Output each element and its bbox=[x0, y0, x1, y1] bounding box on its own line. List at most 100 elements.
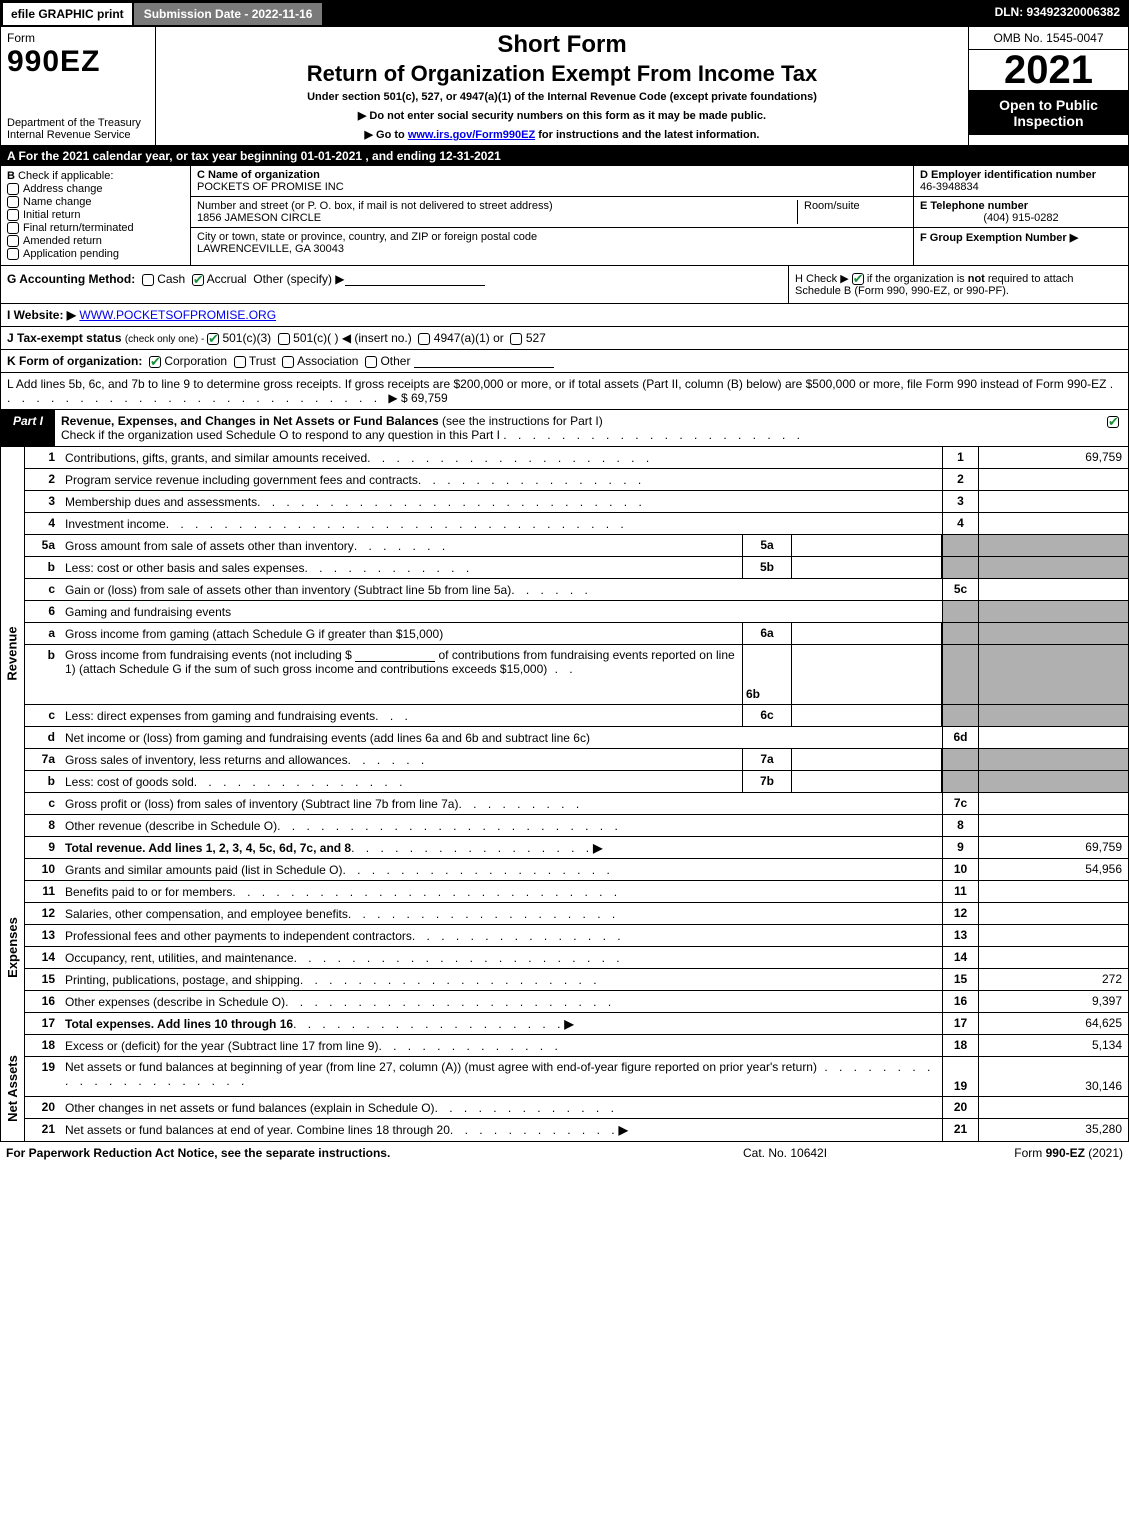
k-trust: Trust bbox=[249, 354, 276, 368]
header-mid: Short Form Return of Organization Exempt… bbox=[156, 27, 968, 145]
k-other-line bbox=[414, 354, 554, 368]
line-19-num: 19 bbox=[25, 1057, 61, 1096]
line-1-rn: 1 bbox=[942, 447, 978, 468]
other-specify-line bbox=[345, 272, 485, 286]
irs-link[interactable]: www.irs.gov/Form990EZ bbox=[408, 129, 535, 141]
checkbox-schedule-o-part1[interactable] bbox=[1107, 416, 1119, 428]
line-20-desc: Other changes in net assets or fund bala… bbox=[65, 1101, 435, 1115]
line-16-rn: 16 bbox=[942, 991, 978, 1012]
g-label: G Accounting Method: bbox=[7, 272, 135, 286]
line-6d-num: d bbox=[25, 727, 61, 748]
k-assoc: Association bbox=[297, 354, 358, 368]
line-10-val: 54,956 bbox=[978, 859, 1128, 880]
opt-initial-return: Initial return bbox=[23, 209, 80, 221]
efile-graphic-print[interactable]: efile GRAPHIC print bbox=[1, 1, 134, 27]
org-name: POCKETS OF PROMISE INC bbox=[197, 181, 344, 193]
form-header: Form 990EZ Department of the Treasury In… bbox=[1, 27, 1128, 146]
line-3-desc: Membership dues and assessments bbox=[65, 495, 257, 509]
line-15-num: 15 bbox=[25, 969, 61, 990]
form-990ez-page: efile GRAPHIC print Submission Date - 20… bbox=[0, 0, 1129, 1142]
line-15-val: 272 bbox=[978, 969, 1128, 990]
page-footer: For Paperwork Reduction Act Notice, see … bbox=[0, 1142, 1129, 1164]
line-5a-sub: 5a bbox=[742, 535, 792, 556]
section-c: C Name of organization POCKETS OF PROMIS… bbox=[191, 166, 913, 265]
section-i: I Website: ▶ WWW.POCKETSOFPROMISE.ORG bbox=[1, 304, 1128, 327]
h-pre: H Check ▶ bbox=[795, 273, 852, 285]
j-opt1: 501(c)(3) bbox=[222, 331, 271, 345]
line-4-rn: 4 bbox=[942, 513, 978, 534]
line-2-num: 2 bbox=[25, 469, 61, 490]
checkbox-corporation[interactable] bbox=[149, 356, 161, 368]
line-4-num: 4 bbox=[25, 513, 61, 534]
line-17-rn: 17 bbox=[942, 1013, 978, 1034]
line-3-rn: 3 bbox=[942, 491, 978, 512]
topbar: efile GRAPHIC print Submission Date - 20… bbox=[1, 1, 1128, 27]
checkbox-address-change[interactable] bbox=[7, 183, 19, 195]
expenses-side-label: Expenses bbox=[1, 859, 25, 1035]
dln: DLN: 93492320006382 bbox=[987, 1, 1128, 27]
line-19-desc: Net assets or fund balances at beginning… bbox=[65, 1060, 817, 1074]
checkbox-501c[interactable] bbox=[278, 333, 290, 345]
line-4-val bbox=[978, 513, 1128, 534]
checkbox-amended-return[interactable] bbox=[7, 235, 19, 247]
line-7a-desc: Gross sales of inventory, less returns a… bbox=[65, 753, 348, 767]
opt-name-change: Name change bbox=[23, 196, 92, 208]
checkbox-application-pending[interactable] bbox=[7, 248, 19, 260]
line-12-val bbox=[978, 903, 1128, 924]
line-6c-sub: 6c bbox=[742, 705, 792, 726]
line-6c-desc: Less: direct expenses from gaming and fu… bbox=[65, 709, 375, 723]
checkbox-4947a1[interactable] bbox=[418, 333, 430, 345]
line-6d-val bbox=[978, 727, 1128, 748]
section-k: K Form of organization: Corporation Trus… bbox=[1, 350, 1128, 373]
goto-pre: ▶ Go to bbox=[365, 129, 408, 141]
checkbox-final-return[interactable] bbox=[7, 222, 19, 234]
form-number: 990EZ bbox=[7, 45, 149, 79]
line-19-val: 30,146 bbox=[978, 1057, 1128, 1096]
arrow-icon: ▶ bbox=[593, 841, 602, 855]
checkbox-cash[interactable] bbox=[142, 274, 154, 286]
checkbox-other-org[interactable] bbox=[365, 356, 377, 368]
checkbox-527[interactable] bbox=[510, 333, 522, 345]
line-6d-desc: Net income or (loss) from gaming and fun… bbox=[65, 731, 590, 745]
section-j: J Tax-exempt status (check only one) - 5… bbox=[1, 327, 1128, 350]
checkbox-name-change[interactable] bbox=[7, 196, 19, 208]
h-not: not bbox=[968, 273, 985, 285]
ein: 46-3948834 bbox=[920, 181, 979, 193]
line-18-rn: 18 bbox=[942, 1035, 978, 1056]
i-label: I Website: ▶ bbox=[7, 308, 76, 322]
line-5a-desc: Gross amount from sale of assets other t… bbox=[65, 539, 354, 553]
line-11-val bbox=[978, 881, 1128, 902]
j-label: J Tax-exempt status bbox=[7, 331, 122, 345]
checkbox-schedule-b-not-required[interactable] bbox=[852, 273, 864, 285]
line-1-desc: Contributions, gifts, grants, and simila… bbox=[65, 451, 367, 465]
line-3-val bbox=[978, 491, 1128, 512]
line-10-rn: 10 bbox=[942, 859, 978, 880]
section-l: L Add lines 5b, 6c, and 7b to line 9 to … bbox=[1, 373, 1128, 410]
department: Department of the Treasury Internal Reve… bbox=[7, 117, 149, 141]
line-16-desc: Other expenses (describe in Schedule O) bbox=[65, 995, 285, 1009]
checkbox-trust[interactable] bbox=[234, 356, 246, 368]
netassets-side-label: Net Assets bbox=[1, 1035, 25, 1141]
line-16-num: 16 bbox=[25, 991, 61, 1012]
city-state-zip: LAWRENCEVILLE, GA 30043 bbox=[197, 243, 344, 255]
line-2-val bbox=[978, 469, 1128, 490]
part1-check bbox=[1098, 410, 1128, 446]
line-17-num: 17 bbox=[25, 1013, 61, 1034]
line-2-rn: 2 bbox=[942, 469, 978, 490]
checkbox-accrual[interactable] bbox=[192, 274, 204, 286]
website-link[interactable]: WWW.POCKETSOFPROMISE.ORG bbox=[79, 308, 276, 322]
line-7b-num: b bbox=[25, 771, 61, 792]
checkbox-initial-return[interactable] bbox=[7, 209, 19, 221]
header-left: Form 990EZ Department of the Treasury In… bbox=[1, 27, 156, 145]
line-3-num: 3 bbox=[25, 491, 61, 512]
goto-note: ▶ Go to www.irs.gov/Form990EZ for instru… bbox=[162, 128, 962, 141]
checkbox-association[interactable] bbox=[282, 356, 294, 368]
short-form-title: Short Form bbox=[162, 31, 962, 59]
city-label: City or town, state or province, country… bbox=[197, 231, 537, 243]
line-6d-rn: 6d bbox=[942, 727, 978, 748]
under-section: Under section 501(c), 527, or 4947(a)(1)… bbox=[162, 91, 962, 103]
checkbox-501c3[interactable] bbox=[207, 333, 219, 345]
section-a: A For the 2021 calendar year, or tax yea… bbox=[1, 146, 1128, 166]
b-label: B bbox=[7, 170, 15, 182]
line-5c-desc: Gain or (loss) from sale of assets other… bbox=[65, 583, 511, 597]
